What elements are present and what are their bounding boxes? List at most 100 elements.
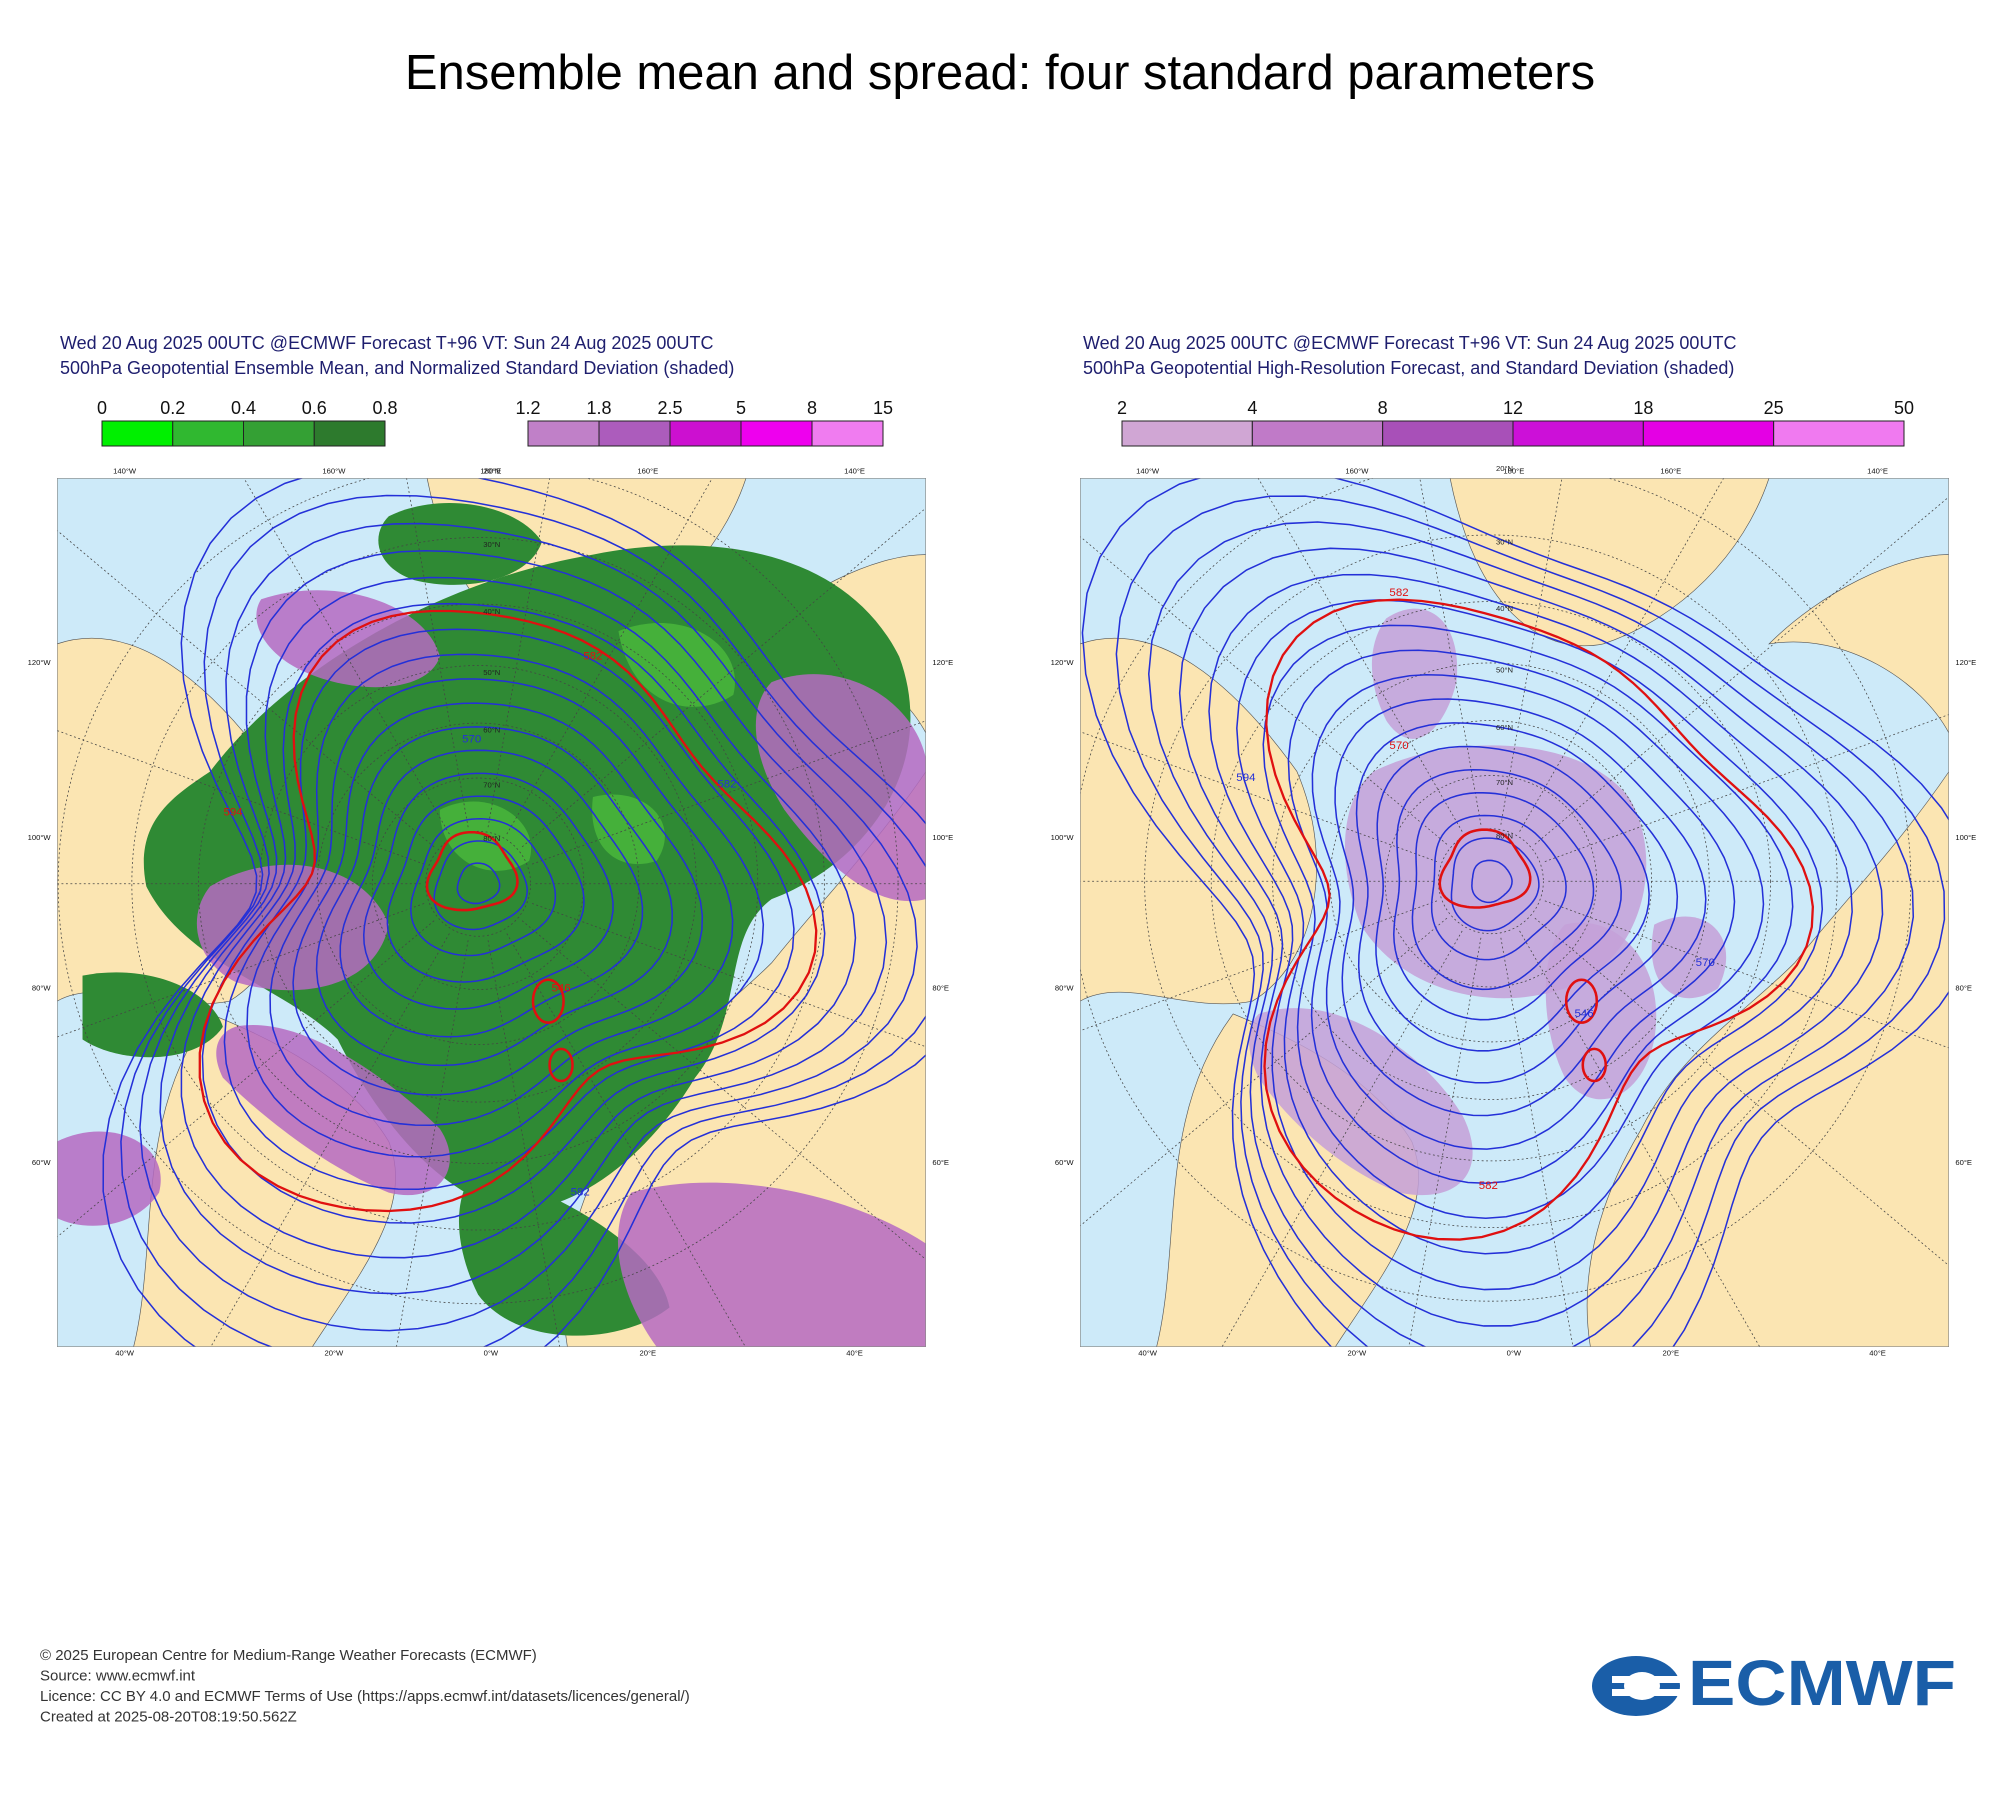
colorbar-box — [1512, 420, 1644, 447]
longitude-label: 160°E — [637, 467, 658, 476]
colorbar-box — [1773, 420, 1905, 447]
geopotential-contour — [1471, 859, 1513, 904]
geopotential-contour — [1262, 624, 1794, 1220]
longitude-label: 0°W — [484, 1348, 499, 1357]
ecmwf-logo: ECMWF — [1592, 1647, 1956, 1719]
colorbar-box — [1382, 420, 1514, 447]
longitude-label: 60°E — [932, 1158, 949, 1167]
geopotential-contour — [1287, 649, 1765, 1185]
longitude-label: 80°W — [32, 983, 52, 992]
panel-header: 500hPa Geopotential High-Resolution Fore… — [1083, 358, 1734, 378]
geopotential-contour-582 — [1263, 598, 1814, 1241]
geopotential-contour-closed — [1581, 1047, 1608, 1083]
latitude-line — [371, 777, 585, 990]
colorbar-label: 8 — [807, 398, 817, 418]
ensemble-spread-purple — [1249, 1008, 1473, 1196]
contour-label: 546 — [1574, 1008, 1593, 1020]
panel-header: Wed 20 Aug 2025 00UTC @ECMWF Forecast T+… — [1083, 333, 1736, 353]
longitude-label: 40°W — [1138, 1348, 1158, 1357]
logo-emblem-hole — [1624, 1672, 1660, 1700]
latitude-line — [198, 603, 759, 1164]
latitude-label: 80°N — [483, 834, 500, 843]
longitude-line — [531, 720, 927, 865]
logo-text: ECMWF — [1688, 1647, 1956, 1719]
longitude-label: 80°E — [1955, 983, 1972, 992]
longitude-line — [1080, 731, 1438, 862]
longitude-line — [1519, 478, 1725, 832]
contour-label: 594 — [1236, 772, 1256, 784]
longitude-line — [1221, 930, 1463, 1348]
colorbar-label: 1.8 — [586, 398, 611, 418]
latitude-label: 60°N — [1496, 723, 1513, 732]
longitude-line — [406, 478, 469, 828]
latitude-label: 40°N — [483, 607, 500, 616]
longitude-line — [1544, 900, 1950, 1049]
longitude-label: 40°E — [846, 1348, 863, 1357]
ensemble-spread-purple — [1545, 922, 1657, 1100]
contour-label: 582 — [571, 1187, 590, 1199]
colorbar-box — [243, 420, 315, 447]
longitude-label: 40°W — [115, 1348, 135, 1357]
colorbar-label: 25 — [1764, 398, 1784, 418]
panel-header: 500hPa Geopotential Ensemble Mean, and N… — [60, 358, 734, 378]
longitude-line — [1544, 714, 1950, 862]
geopotential-contour — [180, 576, 857, 1259]
longitude-label: 160°W — [1345, 467, 1369, 476]
contour-label: 546 — [551, 982, 570, 994]
longitude-label: 80°E — [932, 983, 949, 992]
geopotential-contour — [269, 678, 734, 1126]
longitude-label: 120°W — [28, 658, 52, 667]
map-body — [57, 478, 927, 1348]
longitude-line — [1500, 478, 1563, 825]
colorbar-box — [101, 420, 174, 447]
geopotential-contour — [1375, 745, 1650, 1052]
longitude-label: 20°W — [325, 1348, 345, 1357]
colorbar-label: 0.2 — [160, 398, 185, 418]
ensemble-spread-light-green — [592, 794, 665, 865]
colorbar-box — [811, 420, 884, 447]
longitude-line — [1257, 478, 1463, 832]
geopotential-contour — [1081, 478, 1950, 1348]
colorbar-label: 50 — [1894, 398, 1914, 418]
longitude-label: 100°W — [28, 833, 52, 842]
longitude-label: 60°E — [1955, 1158, 1972, 1167]
longitude-label: 120°E — [1955, 658, 1976, 667]
colorbar-label: 1.2 — [515, 398, 540, 418]
longitude-line — [210, 933, 450, 1348]
longitude-label: 60°W — [32, 1158, 52, 1167]
contour-label: 570 — [1389, 740, 1408, 752]
latitude-label: 70°N — [483, 781, 500, 790]
footer-line: Licence: CC BY 4.0 and ECMWF Terms of Us… — [40, 1688, 690, 1705]
longitude-label: 160°W — [322, 467, 346, 476]
geopotential-contour — [456, 862, 501, 905]
longitude-label: 20°E — [1662, 1348, 1679, 1357]
colorbar-label: 0.8 — [372, 398, 397, 418]
longitude-label: 140°E — [1867, 467, 1888, 476]
land — [1768, 554, 1950, 734]
longitude-line — [487, 478, 551, 828]
latitude-label: 30°N — [1496, 538, 1513, 547]
longitude-line — [1500, 937, 1574, 1348]
contour-label: 570 — [1696, 957, 1715, 969]
contour-label: 594 — [224, 806, 244, 818]
latitude-label: 50°N — [483, 668, 500, 677]
colorbar-label: 12 — [1503, 398, 1523, 418]
geopotential-contour — [1236, 599, 1824, 1255]
longitude-line — [521, 507, 927, 848]
colorbar-box — [313, 420, 386, 447]
map: 582 594 570 546 582 570 20°N 30°N 40°N 50°N 60°N 70… — [1051, 464, 1977, 1357]
latitude-label: 20°N — [483, 467, 500, 476]
latitude-label: 80°N — [1496, 831, 1513, 840]
land — [1449, 478, 1770, 647]
longitude-line — [1534, 917, 1950, 1267]
colorbar-box — [172, 420, 244, 447]
colorbar-box — [1642, 420, 1775, 447]
colorbar-box — [1251, 420, 1384, 447]
geopotential-contour — [339, 749, 644, 1038]
colorbar-box — [740, 420, 813, 447]
longitude-label: 0°W — [1507, 1348, 1522, 1357]
geopotential-contour — [386, 795, 585, 983]
geopotential-contour-546 — [1438, 828, 1532, 909]
